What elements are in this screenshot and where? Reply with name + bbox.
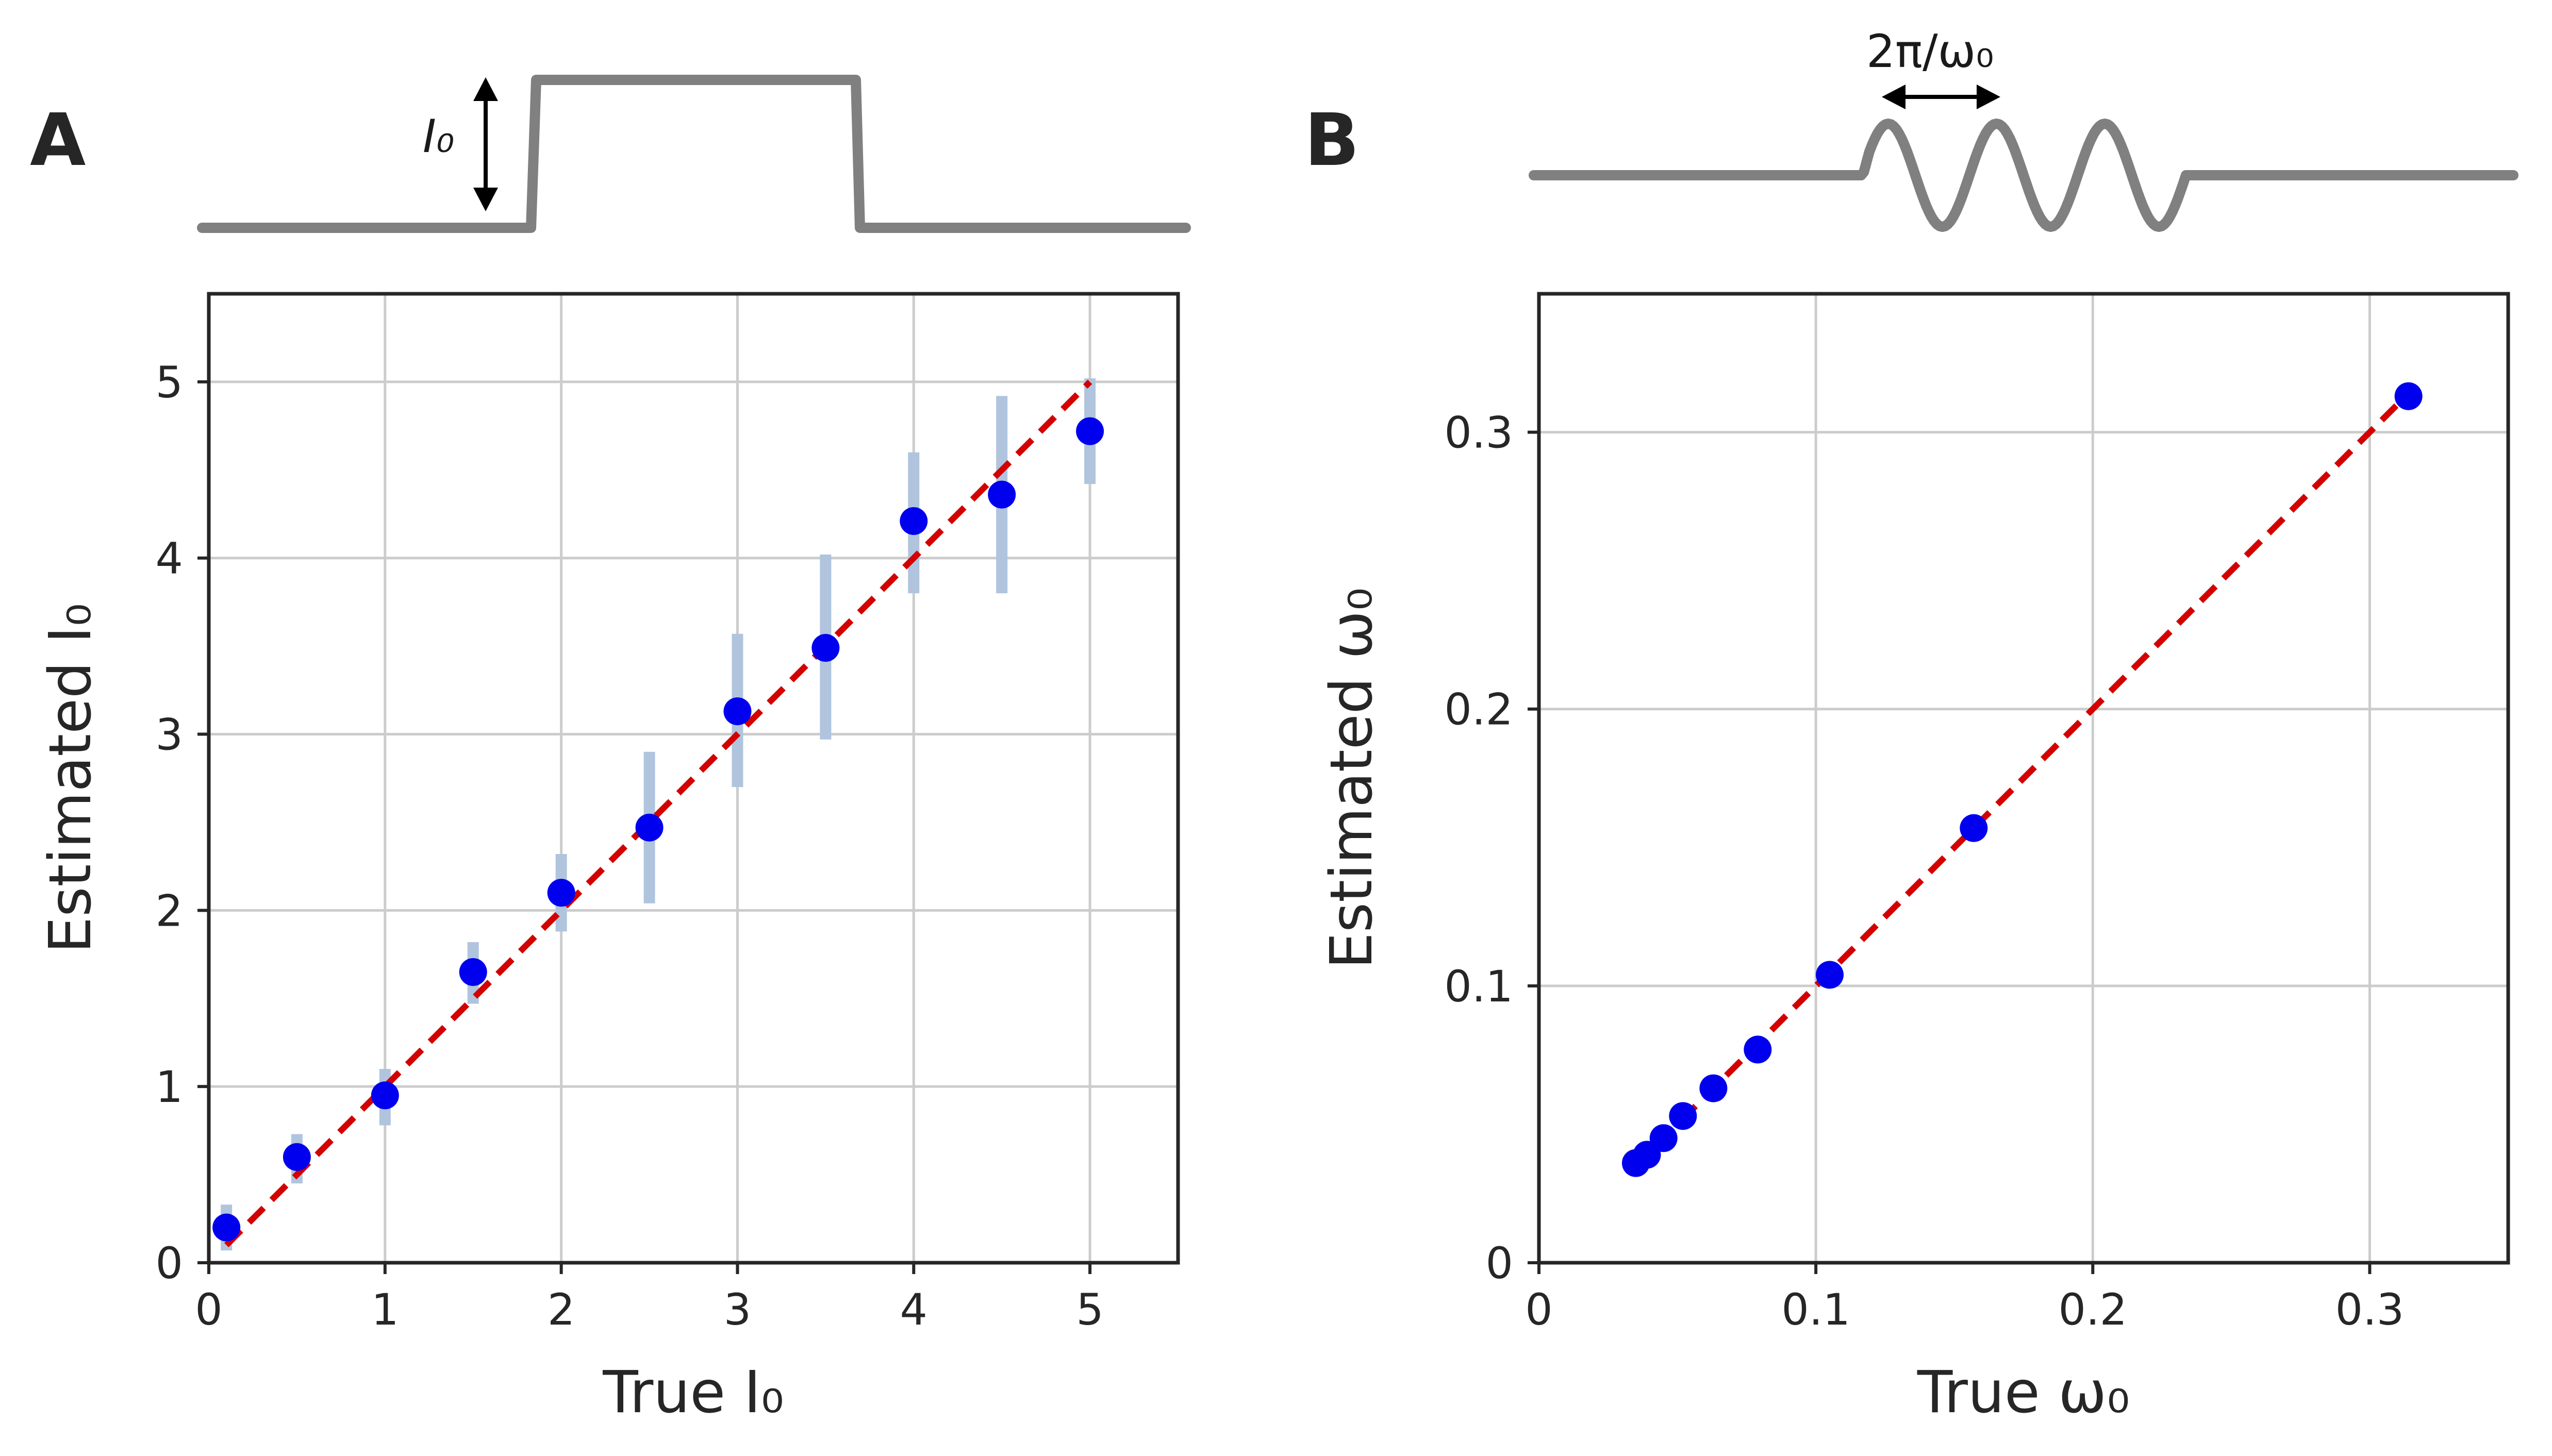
chart-a-ytick-label-0: 0 xyxy=(156,1238,183,1288)
chart-b-point-5 xyxy=(1744,1035,1772,1064)
chart-b-point-7 xyxy=(1960,814,1988,842)
chart-a-point-6 xyxy=(723,697,752,726)
chart-a: 0 1 2 3 4 5 0 1 2 3 4 5 True I₀ Estimated I₀ xyxy=(37,292,1180,1426)
chart-b-point-8 xyxy=(2394,382,2423,410)
step-pulse-curve xyxy=(197,75,1191,233)
chart-a-point-0 xyxy=(212,1213,241,1242)
chart-b-point-3 xyxy=(1669,1102,1697,1130)
inset-step-pulse: I₀ xyxy=(197,75,1191,233)
chart-b-xtick-label-2: 0.2 xyxy=(2058,1284,2127,1335)
chart-b-xtick-label-3: 0.3 xyxy=(2335,1284,2405,1335)
chart-a-xlabel: True I₀ xyxy=(602,1359,784,1426)
chart-a-frame xyxy=(207,292,1180,1265)
chart-a-point-4 xyxy=(547,879,575,907)
chart-a-point-5 xyxy=(635,813,664,842)
chart-b-ytick-label-2: 0.2 xyxy=(1444,684,1513,735)
chart-a-point-8 xyxy=(900,507,928,535)
panel-b-label: B xyxy=(1304,98,1360,182)
chart-a-ytick-label-3: 3 xyxy=(156,710,183,760)
chart-b: 0 0.1 0.2 0.3 0 0.1 0.2 0.3 True ω₀ Estimated ω₀ xyxy=(1318,292,2510,1426)
chart-b-point-2 xyxy=(1649,1124,1678,1152)
chart-a-point-9 xyxy=(988,480,1016,509)
period-arrow xyxy=(1882,85,2000,109)
chart-a-identity-line xyxy=(224,379,1092,1248)
chart-b-frame xyxy=(1537,292,2510,1265)
inset-oscillation: 2π/ω₀ xyxy=(1529,25,2518,232)
chart-b-xlabel: True ω₀ xyxy=(1917,1359,2130,1426)
chart-a-xtick-label-0: 0 xyxy=(195,1284,222,1335)
chart-b-ylabel: Estimated ω₀ xyxy=(1318,588,1385,969)
chart-b-identity-line xyxy=(1633,391,2411,1168)
chart-a-ylabel: Estimated I₀ xyxy=(37,603,104,953)
chart-a-ytick-label-5: 5 xyxy=(156,357,183,408)
period-label: 2π/ω₀ xyxy=(1866,25,1994,78)
panel-a-label: A xyxy=(30,98,86,182)
chart-a-ytick-label-4: 4 xyxy=(156,533,183,584)
chart-a-point-1 xyxy=(283,1143,311,1171)
chart-a-ytick-label-2: 2 xyxy=(156,885,183,936)
chart-b-point-4 xyxy=(1699,1074,1728,1102)
chart-b-point-6 xyxy=(1816,961,1844,989)
chart-b-ytick-label-1: 0.1 xyxy=(1444,961,1513,1012)
chart-a-point-2 xyxy=(371,1081,399,1110)
chart-a-point-3 xyxy=(459,958,487,986)
chart-a-xtick-label-2: 2 xyxy=(548,1284,575,1335)
chart-b-xtick-label-0: 0 xyxy=(1525,1284,1552,1335)
chart-b-ytick-label-0: 0 xyxy=(1486,1238,1513,1288)
chart-b-ytick-label-3: 0.3 xyxy=(1444,408,1513,458)
amplitude-arrow xyxy=(473,77,498,211)
chart-a-xtick-label-5: 5 xyxy=(1076,1284,1103,1335)
chart-a-point-10 xyxy=(1076,417,1104,445)
chart-a-xtick-label-4: 4 xyxy=(900,1284,927,1335)
oscillation-curve xyxy=(1529,119,2518,232)
amplitude-label: I₀ xyxy=(423,110,454,163)
chart-a-xtick-label-1: 1 xyxy=(371,1284,399,1335)
chart-a-point-7 xyxy=(811,634,840,662)
chart-b-xtick-label-1: 0.1 xyxy=(1781,1284,1850,1335)
chart-a-xtick-label-3: 3 xyxy=(724,1284,751,1335)
chart-a-ytick-label-1: 1 xyxy=(156,1062,183,1112)
